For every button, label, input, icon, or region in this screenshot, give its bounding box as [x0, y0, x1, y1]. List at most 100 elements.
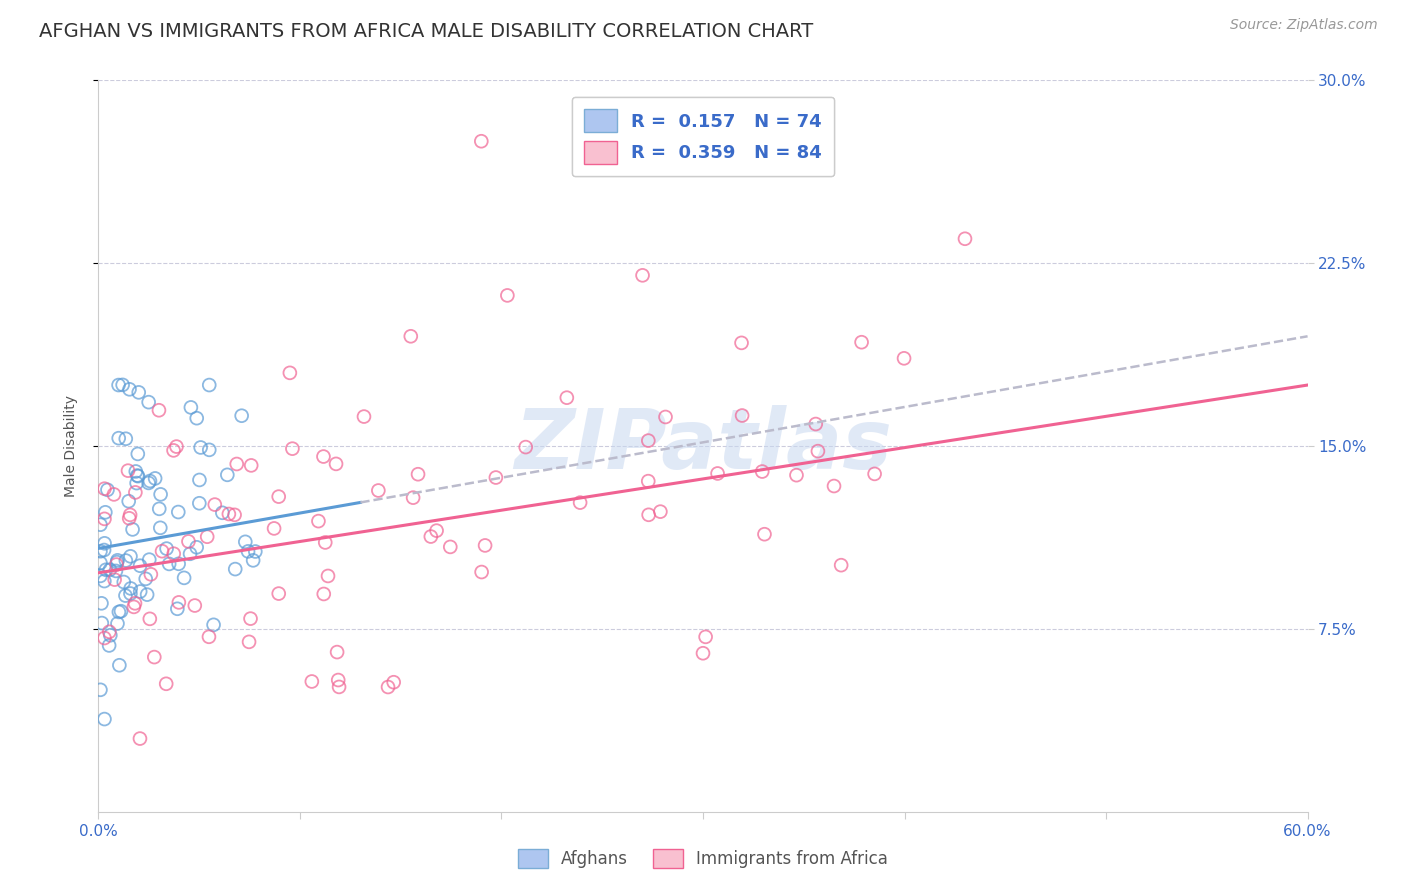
Point [173, 571, 195, 585]
Point [155, 677, 177, 691]
Point [278, 366, 301, 380]
Point [188, 473, 211, 487]
Point [893, 351, 915, 366]
Point [751, 465, 773, 479]
Point [93, 512, 115, 526]
Point [124, 596, 146, 610]
Point [692, 646, 714, 660]
Point [231, 409, 253, 423]
Point [851, 335, 873, 350]
Point [823, 479, 845, 493]
Point [114, 432, 136, 446]
Point [225, 457, 247, 471]
Point [382, 675, 405, 690]
Point [93, 543, 115, 558]
Point [125, 465, 148, 479]
Point [267, 586, 290, 600]
Point [186, 541, 208, 555]
Point [654, 409, 676, 424]
Point [307, 514, 329, 528]
Point [326, 645, 349, 659]
Point [148, 501, 170, 516]
Point [325, 457, 347, 471]
Point [93, 482, 115, 496]
Point [166, 440, 188, 454]
Point [754, 527, 776, 541]
Point [104, 573, 127, 587]
Point [139, 567, 162, 582]
Point [377, 680, 399, 694]
Point [98, 563, 121, 577]
Point [180, 401, 202, 415]
Point [167, 557, 190, 571]
Point [807, 444, 830, 458]
Point [90, 596, 112, 610]
Point [112, 574, 135, 589]
Point [190, 441, 212, 455]
Point [367, 483, 389, 498]
Point [108, 658, 131, 673]
Point [90, 616, 112, 631]
Point [402, 491, 425, 505]
Point [706, 467, 728, 481]
Point [148, 403, 170, 417]
Point [301, 674, 323, 689]
Point [150, 544, 173, 558]
Point [127, 447, 149, 461]
Point [96, 483, 118, 497]
Point [166, 601, 188, 615]
Point [637, 434, 659, 448]
Point [281, 442, 304, 456]
Legend: Afghans, Immigrants from Africa: Afghans, Immigrants from Africa [510, 842, 896, 875]
Point [108, 605, 131, 619]
Point [233, 534, 256, 549]
Point [118, 511, 141, 525]
Point [474, 538, 496, 552]
Point [179, 547, 201, 561]
Point [103, 487, 125, 501]
Point [263, 521, 285, 535]
Point [138, 475, 160, 490]
Point [124, 485, 146, 500]
Point [439, 540, 461, 554]
Point [419, 530, 441, 544]
Point [89, 556, 111, 570]
Point [114, 589, 136, 603]
Point [115, 553, 138, 567]
Point [129, 584, 152, 599]
Point [93, 574, 115, 588]
Point [202, 617, 225, 632]
Point [238, 635, 260, 649]
Point [118, 494, 141, 508]
Point [105, 555, 128, 569]
Point [555, 391, 578, 405]
Point [98, 639, 121, 653]
Point [139, 612, 162, 626]
Point [105, 558, 128, 572]
Point [353, 409, 375, 424]
Point [89, 569, 111, 583]
Point [93, 712, 115, 726]
Point [314, 535, 336, 549]
Point [637, 474, 659, 488]
Point [515, 440, 537, 454]
Point [128, 385, 150, 400]
Point [129, 558, 152, 573]
Point [155, 541, 177, 556]
Point [111, 377, 134, 392]
Point [863, 467, 886, 481]
Point [89, 682, 111, 697]
Point [328, 680, 350, 694]
Point [224, 562, 246, 576]
Y-axis label: Male Disability: Male Disability [63, 395, 77, 497]
Point [120, 582, 142, 596]
Point [89, 517, 111, 532]
Point [631, 268, 654, 283]
Point [218, 507, 240, 521]
Point [211, 506, 233, 520]
Point [93, 536, 115, 550]
Point [149, 521, 172, 535]
Point [198, 378, 221, 392]
Point [731, 409, 754, 423]
Point [136, 588, 159, 602]
